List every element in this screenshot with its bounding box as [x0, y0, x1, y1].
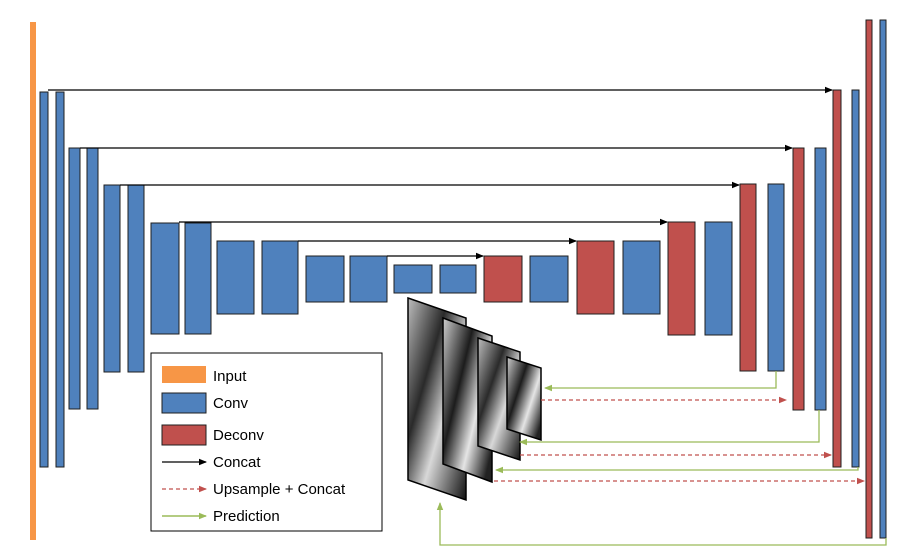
legend: Input Conv Deconv Concat Upsample + Conc…: [150, 352, 383, 532]
deconv-block-6: [832, 89, 842, 468]
conv-block-4: [86, 147, 99, 410]
conv-block-18: [767, 183, 785, 372]
conv-block-20: [851, 89, 860, 468]
deconv-block-7: [865, 19, 873, 539]
input-block-1: [30, 22, 36, 540]
legend-label-conv: Conv: [213, 395, 249, 412]
deconv-block-2: [576, 240, 615, 315]
conv-block-19: [814, 147, 827, 411]
legend-label-concat: Concat: [213, 454, 261, 471]
conv-block-6: [127, 184, 145, 373]
conv-block-15: [529, 255, 569, 303]
legend-label-input: Input: [213, 368, 247, 385]
prediction-maps: [407, 296, 542, 502]
prediction-arrow-4: [436, 502, 887, 546]
conv-block-21: [879, 19, 887, 539]
deconv-block-5: [792, 147, 805, 411]
conv-swatch: [161, 392, 207, 414]
prediction-map-4: [506, 355, 542, 442]
prediction-arrow-2: [519, 410, 820, 446]
deconv-block-3: [667, 221, 696, 336]
conv-block-14: [439, 264, 477, 294]
prediction-arrow-3: [495, 466, 859, 474]
conv-block-7: [150, 222, 180, 335]
concat-connections: [48, 86, 833, 260]
conv-block-16: [622, 240, 661, 315]
conv-block-9: [216, 240, 255, 315]
conv-block-12: [349, 255, 388, 303]
deconv-block-4: [739, 183, 757, 372]
legend-label-deconv: Deconv: [213, 427, 264, 444]
prediction-connections: [436, 371, 887, 546]
conv-block-13: [393, 264, 433, 294]
conv-block-10: [261, 240, 299, 315]
conv-block-5: [103, 184, 121, 373]
conv-block-3: [68, 147, 81, 410]
conv-block-17: [704, 221, 733, 336]
conv-block-8: [184, 222, 212, 335]
deconv-block-1: [483, 255, 523, 303]
conv-block-1: [39, 91, 49, 468]
conv-block-11: [305, 255, 345, 303]
deconv-swatch: [161, 424, 207, 446]
prediction-arrow-1: [544, 371, 777, 392]
legend-label-upsample-concat: Upsample + Concat: [213, 481, 346, 498]
input-swatch: [162, 366, 206, 383]
legend-label-prediction: Prediction: [213, 508, 280, 525]
conv-block-2: [55, 91, 65, 468]
